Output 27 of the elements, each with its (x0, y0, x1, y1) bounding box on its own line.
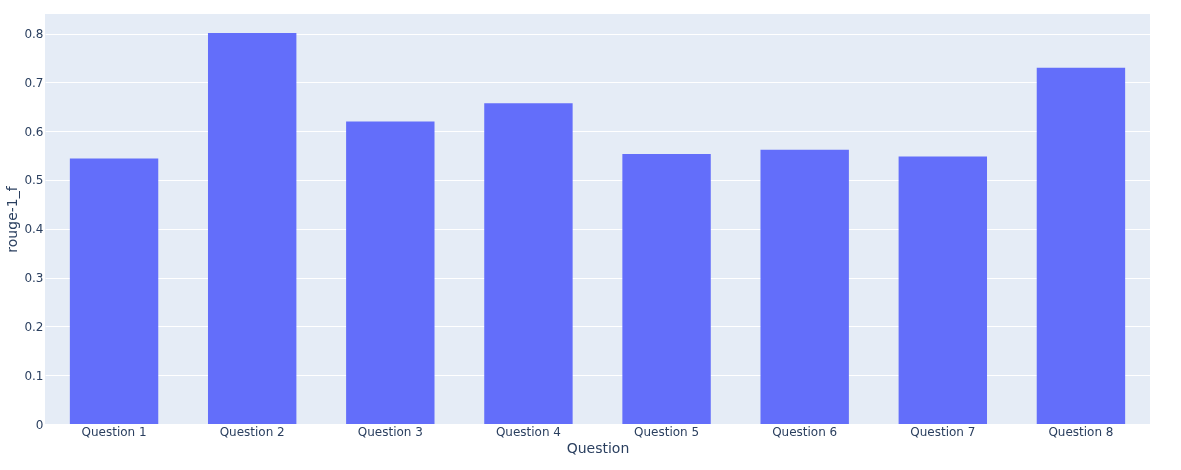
y-tick-label: 0.5 (24, 173, 44, 188)
y-tick-label: 0.3 (24, 271, 44, 286)
x-tick-label: Question 4 (495, 424, 561, 439)
bar (622, 154, 711, 424)
y-tick-label: 0.1 (24, 368, 44, 383)
y-tick-label: 0.8 (24, 27, 44, 42)
x-tick-label: Question 2 (219, 424, 285, 439)
y-tick-label: 0.6 (24, 124, 44, 139)
x-tick-label: Question 7 (910, 424, 976, 439)
x-tick-label: Question 6 (772, 424, 838, 439)
bar (898, 156, 988, 424)
y-tick-label: 0.4 (24, 222, 44, 237)
x-axis-title: Question (566, 439, 630, 456)
x-tick-label: Question 5 (634, 424, 700, 439)
y-axis-title: rouge-1_f (4, 185, 21, 253)
bar (760, 149, 849, 424)
bar (1036, 67, 1126, 424)
bar (484, 103, 573, 424)
x-tick-label: Question 3 (357, 424, 423, 439)
x-tick-label: Question 8 (1048, 424, 1114, 439)
y-tick-label: 0.7 (24, 75, 44, 90)
bar (69, 158, 159, 424)
y-tick-label: 0 (35, 417, 44, 432)
bar (207, 33, 297, 424)
bar (346, 121, 435, 424)
x-tick-label: Question 1 (81, 424, 147, 439)
y-tick-label: 0.2 (24, 319, 44, 334)
